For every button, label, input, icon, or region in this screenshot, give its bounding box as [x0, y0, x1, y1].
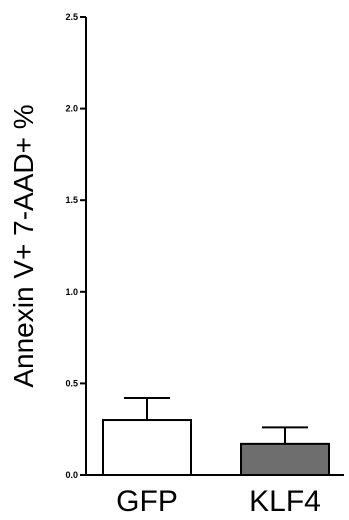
plot-area: 0.0 0.5 1.0 1.5 2.0 2.5 GFP KLF4 [65, 12, 344, 518]
x-category-label: GFP [116, 485, 178, 518]
y-tick-label: 0.5 [65, 378, 78, 388]
y-axis-title: Annexin V+ 7-AAD+ % [8, 104, 39, 387]
y-tick-label: 1.0 [65, 287, 78, 297]
bar-gfp [102, 419, 192, 477]
y-tick-label: 2.0 [65, 104, 78, 114]
y-tick-label: 1.5 [65, 195, 78, 205]
bar-klf4 [240, 442, 330, 476]
x-category-label: KLF4 [249, 485, 321, 518]
y-tick-label: 2.5 [65, 12, 78, 22]
y-tick-label: 0.0 [65, 470, 78, 480]
